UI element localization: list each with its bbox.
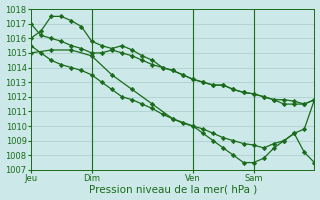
X-axis label: Pression niveau de la mer( hPa ): Pression niveau de la mer( hPa ) [89, 184, 257, 194]
